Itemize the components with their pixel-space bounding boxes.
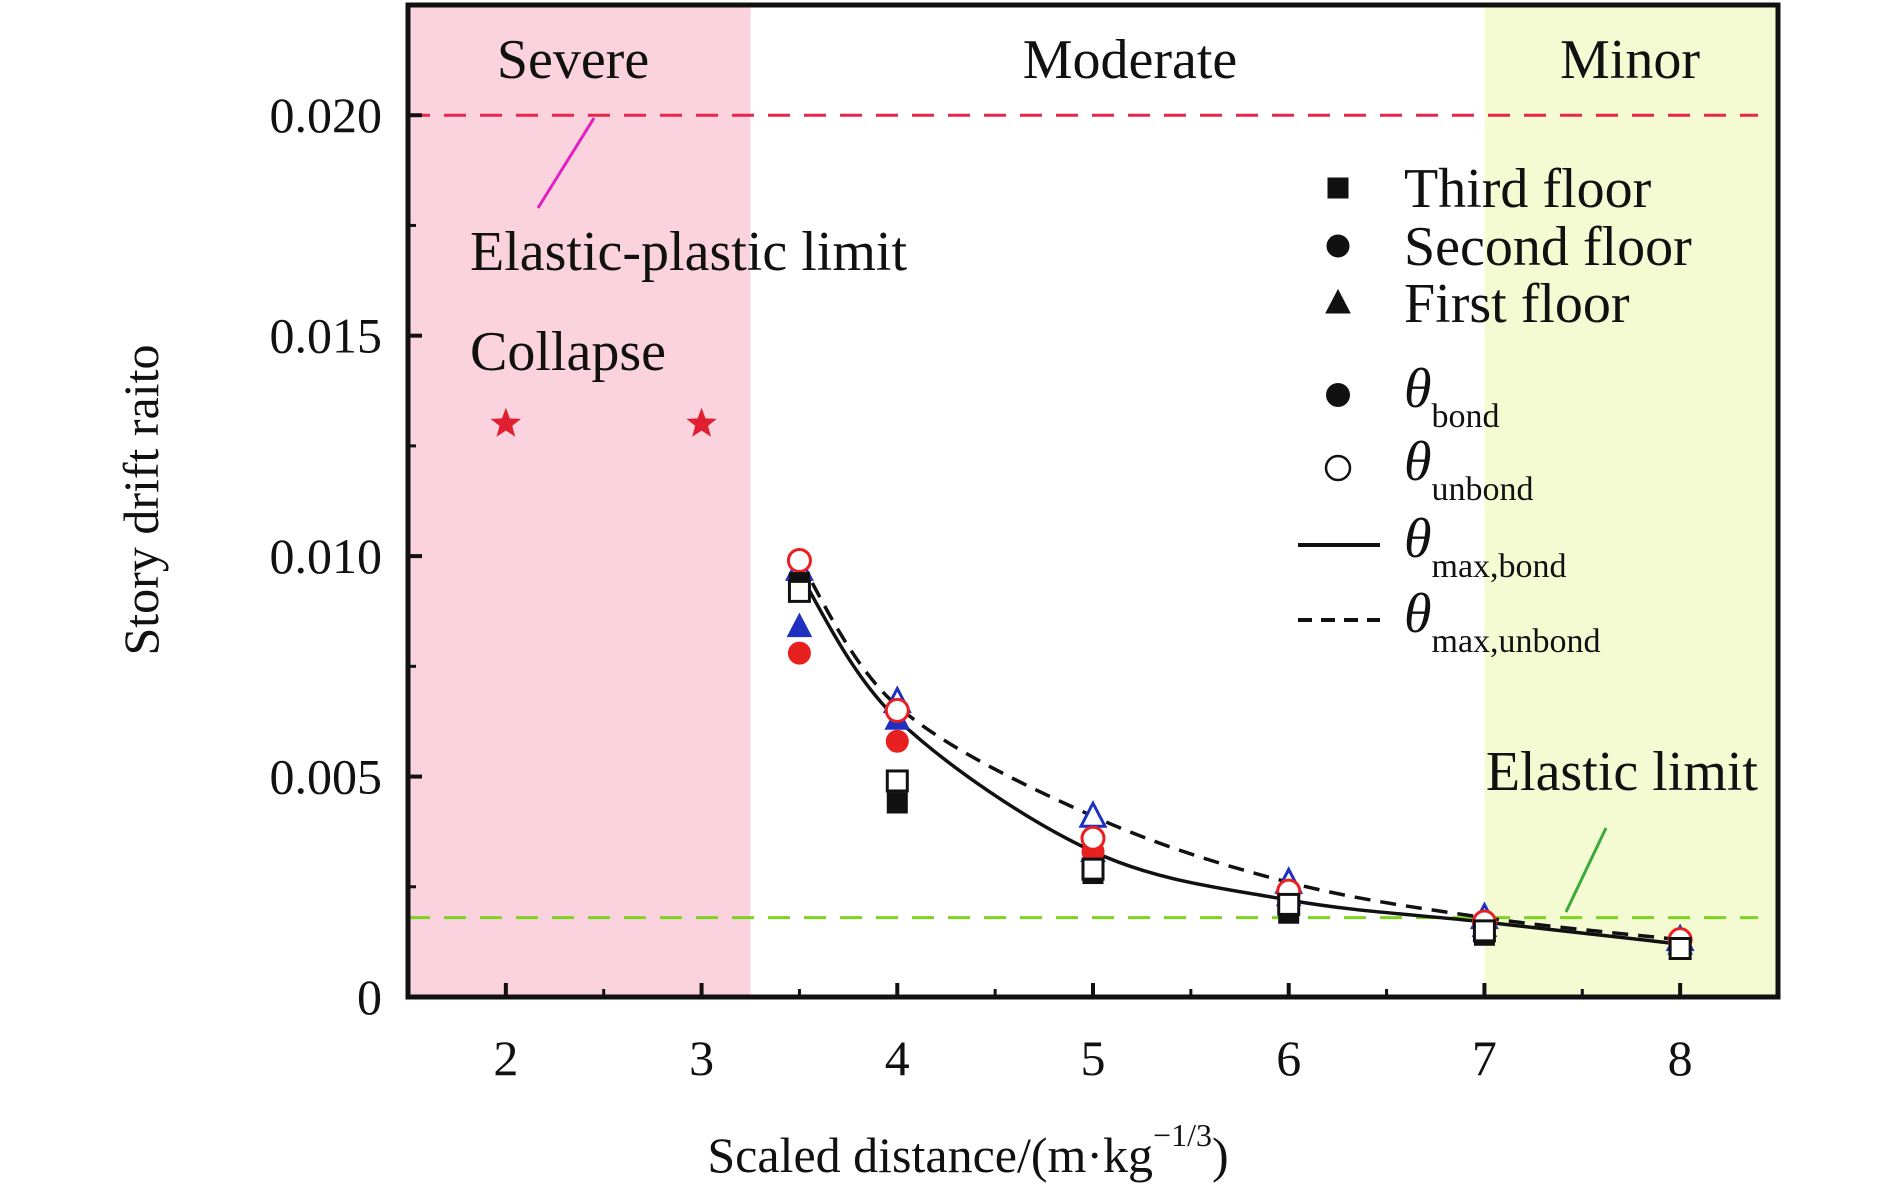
theta-symbol: θ [1404, 431, 1432, 493]
data-points [784, 548, 1695, 961]
point-third-floor-bond [886, 792, 908, 814]
annotations: Elastic-plastic limit Elastic limit Collap… [470, 117, 1759, 913]
point-second-floor-bond [885, 729, 909, 753]
damage-regions: Severe Moderate Minor [408, 5, 1778, 997]
point-third-floor-unbond [885, 769, 909, 793]
y-tick-label: 0.010 [270, 528, 383, 584]
collapse-star-1 [490, 407, 522, 437]
point-third-floor-unbond [787, 579, 811, 603]
region-minor [1484, 5, 1778, 997]
theta-subscript: max,bond [1432, 548, 1567, 585]
legend-label: Third floor [1404, 158, 1652, 220]
y-tick-label: 0.005 [270, 749, 383, 805]
elastic-limit-pointer [1564, 827, 1608, 913]
collapse-label: Collapse [470, 321, 666, 383]
region-label-moderate: Moderate [1023, 29, 1238, 91]
point-second-floor-bond [787, 641, 811, 665]
elastic-plastic-limit-label: Elastic-plastic limit [470, 221, 907, 283]
theta-subscript: unbond [1432, 471, 1534, 508]
point-second-floor-unbond [786, 548, 812, 574]
x-tick-label: 6 [1276, 1030, 1301, 1086]
legend-theta-label: θmax,unbond [1404, 583, 1601, 660]
legend-marker-triangle [1325, 288, 1351, 314]
region-moderate [750, 5, 1485, 997]
elastic-plastic-limit-pointer [536, 117, 596, 209]
fit-line-theta-max-unbond [797, 559, 1681, 942]
elastic-limit-label: Elastic limit [1486, 741, 1759, 803]
x-tick-label: 2 [493, 1030, 518, 1086]
region-severe [408, 5, 751, 997]
point-first-floor-bond [786, 612, 813, 638]
region-label-severe: Severe [497, 29, 649, 91]
legend-marker-circle [1326, 234, 1350, 258]
y-axis-label: Story drift raito [113, 344, 169, 655]
y-tick-label: 0.015 [270, 308, 383, 364]
point-third-floor-unbond [1668, 937, 1692, 961]
legend-theta-label: θbond [1404, 358, 1500, 435]
point-second-floor-unbond [1080, 825, 1106, 851]
x-axis-label-close: ) [1212, 1127, 1229, 1183]
x-tick-label: 4 [885, 1030, 910, 1086]
legend-theta-label: θunbond [1404, 431, 1534, 508]
point-third-floor-unbond [1472, 919, 1496, 943]
region-label-minor: Minor [1560, 29, 1700, 91]
x-tick-label: 7 [1472, 1030, 1497, 1086]
collapse-markers [490, 407, 717, 437]
y-tick-label: 0.020 [270, 87, 383, 143]
reference-lines [408, 113, 1758, 920]
theta-subscript: max,unbond [1432, 623, 1601, 660]
legend-marker-square [1327, 177, 1349, 199]
collapse-star-2 [686, 407, 717, 437]
theta-subscript: bond [1432, 398, 1500, 435]
legend-symbol-filled-circle [1326, 383, 1350, 407]
x-tick-label: 8 [1668, 1030, 1693, 1086]
legend-theta-label: θmax,bond [1404, 508, 1567, 585]
theta-symbol: θ [1404, 508, 1432, 570]
legend-symbol-open-circle [1324, 454, 1352, 482]
legend-label: First floor [1404, 273, 1630, 335]
point-third-floor-unbond [1081, 857, 1105, 881]
x-axis-label-main: Scaled distance/(m·kg [707, 1127, 1153, 1183]
point-third-floor-unbond [1277, 892, 1301, 916]
x-axis-label: Scaled distance/(m·kg−1/3) [707, 1117, 1228, 1183]
x-axis-label-exponent: −1/3 [1153, 1117, 1212, 1153]
x-tick-label: 3 [689, 1030, 714, 1086]
y-tick-label: 0 [357, 969, 382, 1025]
x-tick-label: 5 [1081, 1030, 1106, 1086]
theta-symbol: θ [1404, 583, 1432, 645]
axes: 2 3 4 5 6 7 8 0 0.005 0.010 0.015 0.020 [270, 2, 1781, 1086]
legend-label: Second floor [1404, 216, 1692, 278]
point-second-floor-unbond [884, 697, 910, 723]
theta-symbol: θ [1404, 358, 1432, 420]
